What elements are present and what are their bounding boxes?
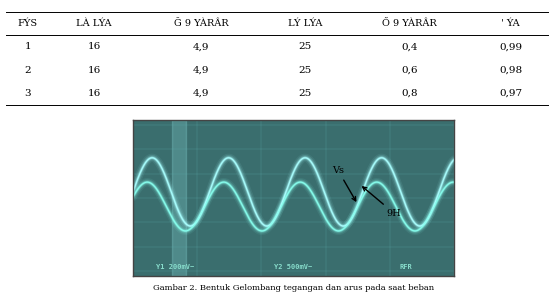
Text: Y2 500mV~: Y2 500mV~ bbox=[274, 264, 313, 270]
Bar bbox=[172, 120, 186, 276]
Text: 1: 1 bbox=[24, 42, 31, 51]
Text: 0,99: 0,99 bbox=[499, 42, 522, 51]
Text: 4,9: 4,9 bbox=[193, 42, 209, 51]
Text: 0,4: 0,4 bbox=[401, 42, 418, 51]
Text: 16: 16 bbox=[88, 89, 100, 98]
Text: 0,8: 0,8 bbox=[401, 89, 418, 98]
Text: 0,98: 0,98 bbox=[499, 66, 522, 75]
Text: 0,6: 0,6 bbox=[401, 66, 418, 75]
Text: ' ÝA: ' ÝA bbox=[501, 19, 520, 28]
Text: 16: 16 bbox=[88, 66, 100, 75]
Text: Ő 9 YÀRÂR: Ő 9 YÀRÂR bbox=[382, 19, 437, 28]
Text: LÀ LÝA: LÀ LÝA bbox=[76, 19, 112, 28]
Text: 9H: 9H bbox=[363, 187, 402, 218]
Text: Gambar 2. Bentuk Gelombang tegangan dan arus pada saat beban: Gambar 2. Bentuk Gelombang tegangan dan … bbox=[153, 284, 434, 292]
Text: 0,97: 0,97 bbox=[499, 89, 522, 98]
Text: 4,9: 4,9 bbox=[193, 89, 209, 98]
Text: LÝ LÝA: LÝ LÝA bbox=[288, 19, 322, 28]
Text: 16: 16 bbox=[88, 42, 100, 51]
Text: Y1 200mV~: Y1 200mV~ bbox=[156, 264, 194, 270]
Text: Vs: Vs bbox=[332, 166, 356, 201]
Text: 25: 25 bbox=[299, 42, 312, 51]
Text: FÝS: FÝS bbox=[18, 19, 38, 28]
Text: 25: 25 bbox=[299, 66, 312, 75]
Text: 2: 2 bbox=[24, 66, 31, 75]
Text: 25: 25 bbox=[299, 89, 312, 98]
Text: RFR: RFR bbox=[399, 264, 413, 270]
Text: 4,9: 4,9 bbox=[193, 66, 209, 75]
Text: 3: 3 bbox=[24, 89, 31, 98]
Text: Ğ 9 YÀRÂR: Ğ 9 YÀRÂR bbox=[174, 19, 229, 28]
